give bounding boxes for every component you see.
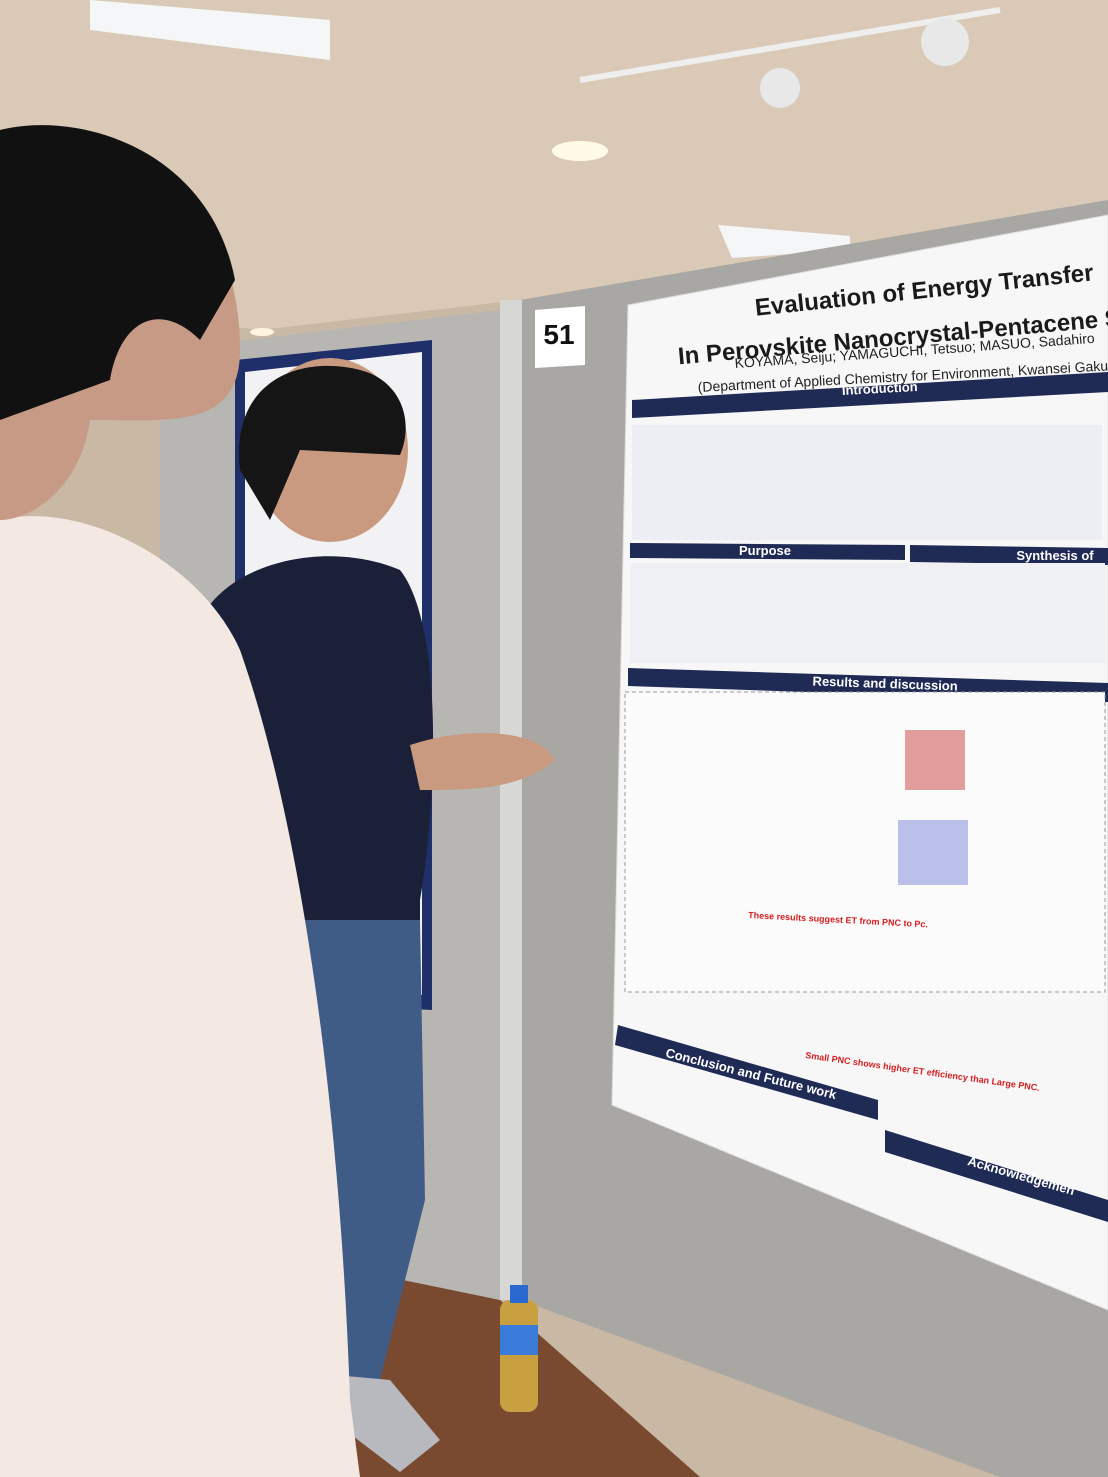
foreground-shirt bbox=[0, 516, 360, 1477]
section-header: Synthesis of bbox=[1016, 548, 1094, 563]
panel bbox=[630, 563, 1105, 663]
section-header: Purpose bbox=[739, 543, 791, 558]
shoe bbox=[335, 1375, 440, 1472]
ceiling-light bbox=[90, 0, 330, 60]
board-number: 51 bbox=[543, 319, 574, 350]
panel bbox=[624, 691, 1106, 993]
section-header: Introduction bbox=[842, 379, 919, 398]
decay-plot bbox=[905, 730, 965, 790]
panel bbox=[632, 425, 1102, 540]
bottle bbox=[500, 1300, 538, 1412]
board-frame bbox=[500, 300, 522, 1300]
spotlight bbox=[760, 68, 800, 108]
downlight bbox=[552, 141, 608, 161]
decay-plot bbox=[898, 820, 968, 885]
presenter-hair bbox=[239, 365, 406, 520]
bottle-cap bbox=[510, 1285, 528, 1303]
hand bbox=[410, 733, 555, 790]
spotlight bbox=[921, 18, 969, 66]
section-bar bbox=[910, 545, 1108, 565]
track bbox=[579, 7, 1001, 83]
section-bar bbox=[632, 372, 1108, 418]
downlight bbox=[250, 328, 274, 336]
foreground-hair bbox=[0, 125, 235, 421]
bottle-label bbox=[500, 1325, 538, 1355]
section-header: Results and discussion bbox=[812, 673, 958, 693]
number-card bbox=[535, 306, 585, 368]
section-bar bbox=[615, 1025, 878, 1120]
section-bar bbox=[885, 1130, 1108, 1222]
section-bar bbox=[630, 543, 905, 560]
